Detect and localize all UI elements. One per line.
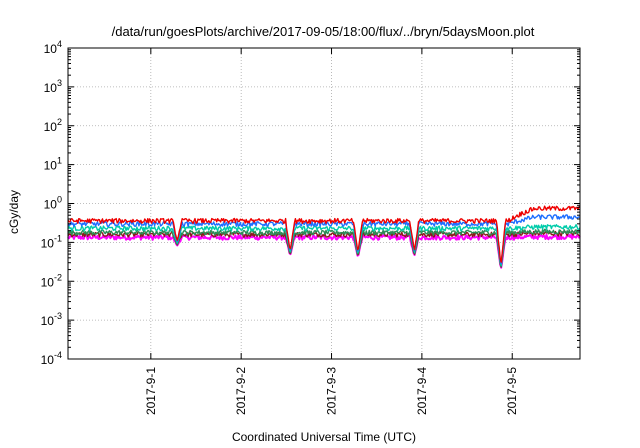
y-tick-label: 10-3 xyxy=(41,311,62,328)
y-tick-label: 102 xyxy=(44,117,62,134)
series-group xyxy=(67,205,581,269)
x-tick-label: 2017-9-5 xyxy=(505,367,519,415)
series-line xyxy=(67,205,581,263)
y-tick-label: 10-4 xyxy=(41,350,62,367)
y-axis: 10-4 10-3 10-2 10-1 100 101 102 103 104 xyxy=(41,39,580,367)
x-tick-label: 2017-9-3 xyxy=(325,367,339,415)
y-tick-label: 103 xyxy=(44,78,62,95)
x-tick-label: 2017-9-2 xyxy=(234,367,248,415)
x-axis: 2017-9-1 2017-9-2 2017-9-3 2017-9-4 2017-9-5 xyxy=(144,48,519,415)
y-axis-label: cGy/day xyxy=(7,190,21,234)
grid xyxy=(68,48,580,359)
series-line xyxy=(67,223,581,267)
x-axis-label: Coordinated Universal Time (UTC) xyxy=(232,430,416,444)
x-tick-label: 2017-9-1 xyxy=(144,367,158,415)
y-tick-label: 101 xyxy=(44,156,62,173)
series-line xyxy=(67,230,581,268)
y-tick-label: 104 xyxy=(44,39,62,56)
y-tick-label: 100 xyxy=(44,195,62,212)
chart-title: /data/run/goesPlots/archive/2017-09-05/1… xyxy=(112,24,535,39)
x-tick-label: 2017-9-4 xyxy=(415,367,429,415)
y-tick-label: 10-1 xyxy=(41,233,62,250)
series-line xyxy=(67,214,581,265)
y-tick-label: 10-2 xyxy=(41,272,62,289)
series-line xyxy=(67,228,581,268)
